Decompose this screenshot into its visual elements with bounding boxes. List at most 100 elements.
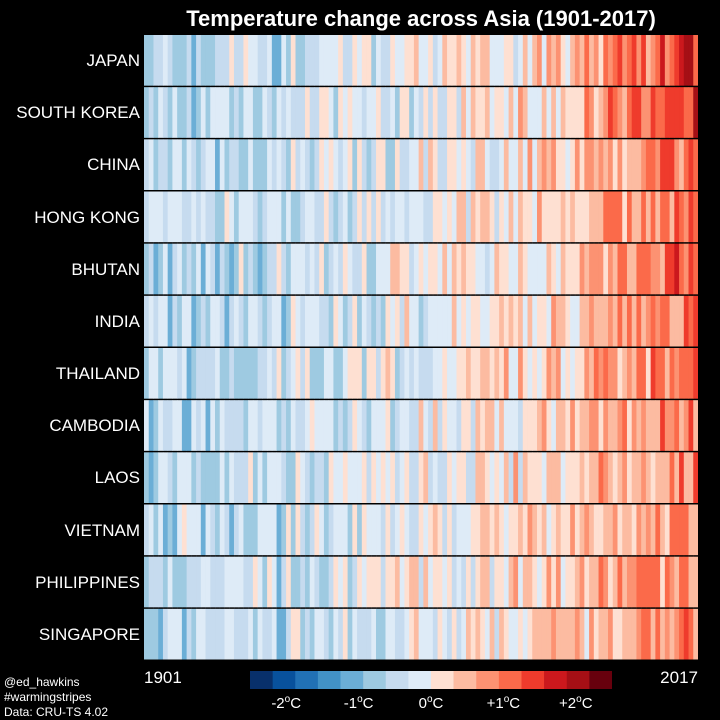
- stripe: [371, 295, 377, 347]
- stripe: [489, 452, 495, 503]
- stripe: [518, 556, 524, 608]
- stripe: [342, 348, 349, 399]
- stripe: [352, 556, 358, 608]
- stripe: [442, 243, 448, 295]
- stripe: [494, 87, 500, 138]
- stripe: [238, 348, 244, 399]
- stripe: [357, 452, 363, 503]
- stripe: [513, 139, 519, 190]
- stripe: [475, 400, 481, 451]
- stripe: [295, 504, 301, 556]
- stripe: [215, 295, 221, 347]
- stripe: [399, 504, 405, 556]
- stripe: [390, 348, 396, 399]
- stripe: [361, 295, 367, 347]
- stripe: [508, 608, 514, 660]
- stripe: [650, 504, 656, 556]
- stripe: [522, 452, 528, 503]
- stripe: [584, 400, 590, 451]
- stripe: [243, 348, 249, 399]
- stripe: [589, 608, 595, 660]
- stripe: [631, 400, 637, 451]
- stripe: [513, 556, 519, 608]
- stripe: [380, 452, 386, 503]
- stripe: [219, 295, 225, 347]
- stripe: [323, 139, 330, 190]
- stripe: [153, 243, 159, 295]
- stripe: [674, 295, 680, 347]
- row-south-korea: [144, 87, 698, 138]
- stripe: [641, 504, 647, 556]
- stripe: [655, 400, 661, 451]
- stripe: [428, 87, 434, 138]
- stripe: [598, 35, 604, 86]
- stripe: [309, 452, 315, 503]
- stripe: [205, 243, 211, 295]
- stripe: [489, 243, 495, 295]
- stripe: [342, 400, 349, 451]
- stripe: [205, 504, 211, 556]
- stripe: [376, 191, 382, 243]
- stripe: [267, 400, 273, 451]
- stripe: [162, 35, 169, 86]
- stripe: [532, 452, 538, 503]
- stripe: [162, 452, 169, 503]
- stripe: [489, 556, 495, 608]
- stripe: [276, 452, 282, 503]
- stripe: [522, 556, 528, 608]
- stripe: [357, 243, 363, 295]
- stripe: [271, 400, 277, 451]
- stripe: [413, 35, 420, 86]
- stripe: [603, 35, 609, 86]
- stripe: [456, 191, 462, 243]
- stripe: [532, 400, 538, 451]
- stripe: [489, 139, 495, 190]
- stripe: [555, 556, 562, 608]
- stripe: [366, 504, 372, 556]
- stripe: [636, 139, 642, 190]
- stripe: [418, 243, 424, 295]
- stripe: [503, 400, 509, 451]
- stripe: [357, 295, 363, 347]
- stripe: [181, 400, 188, 451]
- stripe: [413, 452, 420, 503]
- stripe: [413, 243, 420, 295]
- row-philippines: [144, 556, 698, 608]
- stripe: [394, 139, 401, 190]
- stripe: [177, 504, 183, 556]
- stripe: [281, 87, 287, 138]
- stripe: [494, 348, 500, 399]
- stripe: [229, 348, 235, 399]
- stripe: [144, 348, 150, 399]
- stripe: [267, 295, 273, 347]
- stripe: [631, 608, 637, 660]
- stripe: [196, 608, 202, 660]
- stripe: [233, 243, 240, 295]
- stripe: [144, 556, 150, 608]
- stripe: [286, 452, 292, 503]
- stripe: [361, 348, 367, 399]
- stripe: [579, 139, 585, 190]
- stripe: [309, 504, 315, 556]
- stripe: [555, 243, 562, 295]
- stripe: [233, 295, 240, 347]
- stripe: [664, 504, 670, 556]
- stripe: [688, 295, 694, 347]
- stripe: [215, 243, 221, 295]
- stripe: [229, 87, 235, 138]
- stripe: [432, 87, 438, 138]
- stripe: [636, 452, 642, 503]
- stripe: [286, 348, 292, 399]
- stripe: [144, 87, 150, 138]
- colorbar-swatch: [272, 671, 296, 689]
- stripe: [200, 504, 206, 556]
- stripe: [489, 608, 495, 660]
- stripe: [480, 556, 486, 608]
- stripe: [347, 295, 353, 347]
- stripe: [300, 504, 306, 556]
- stripe: [518, 191, 524, 243]
- stripe: [357, 400, 363, 451]
- stripe: [518, 35, 524, 86]
- stripe: [655, 348, 661, 399]
- stripe: [555, 87, 562, 138]
